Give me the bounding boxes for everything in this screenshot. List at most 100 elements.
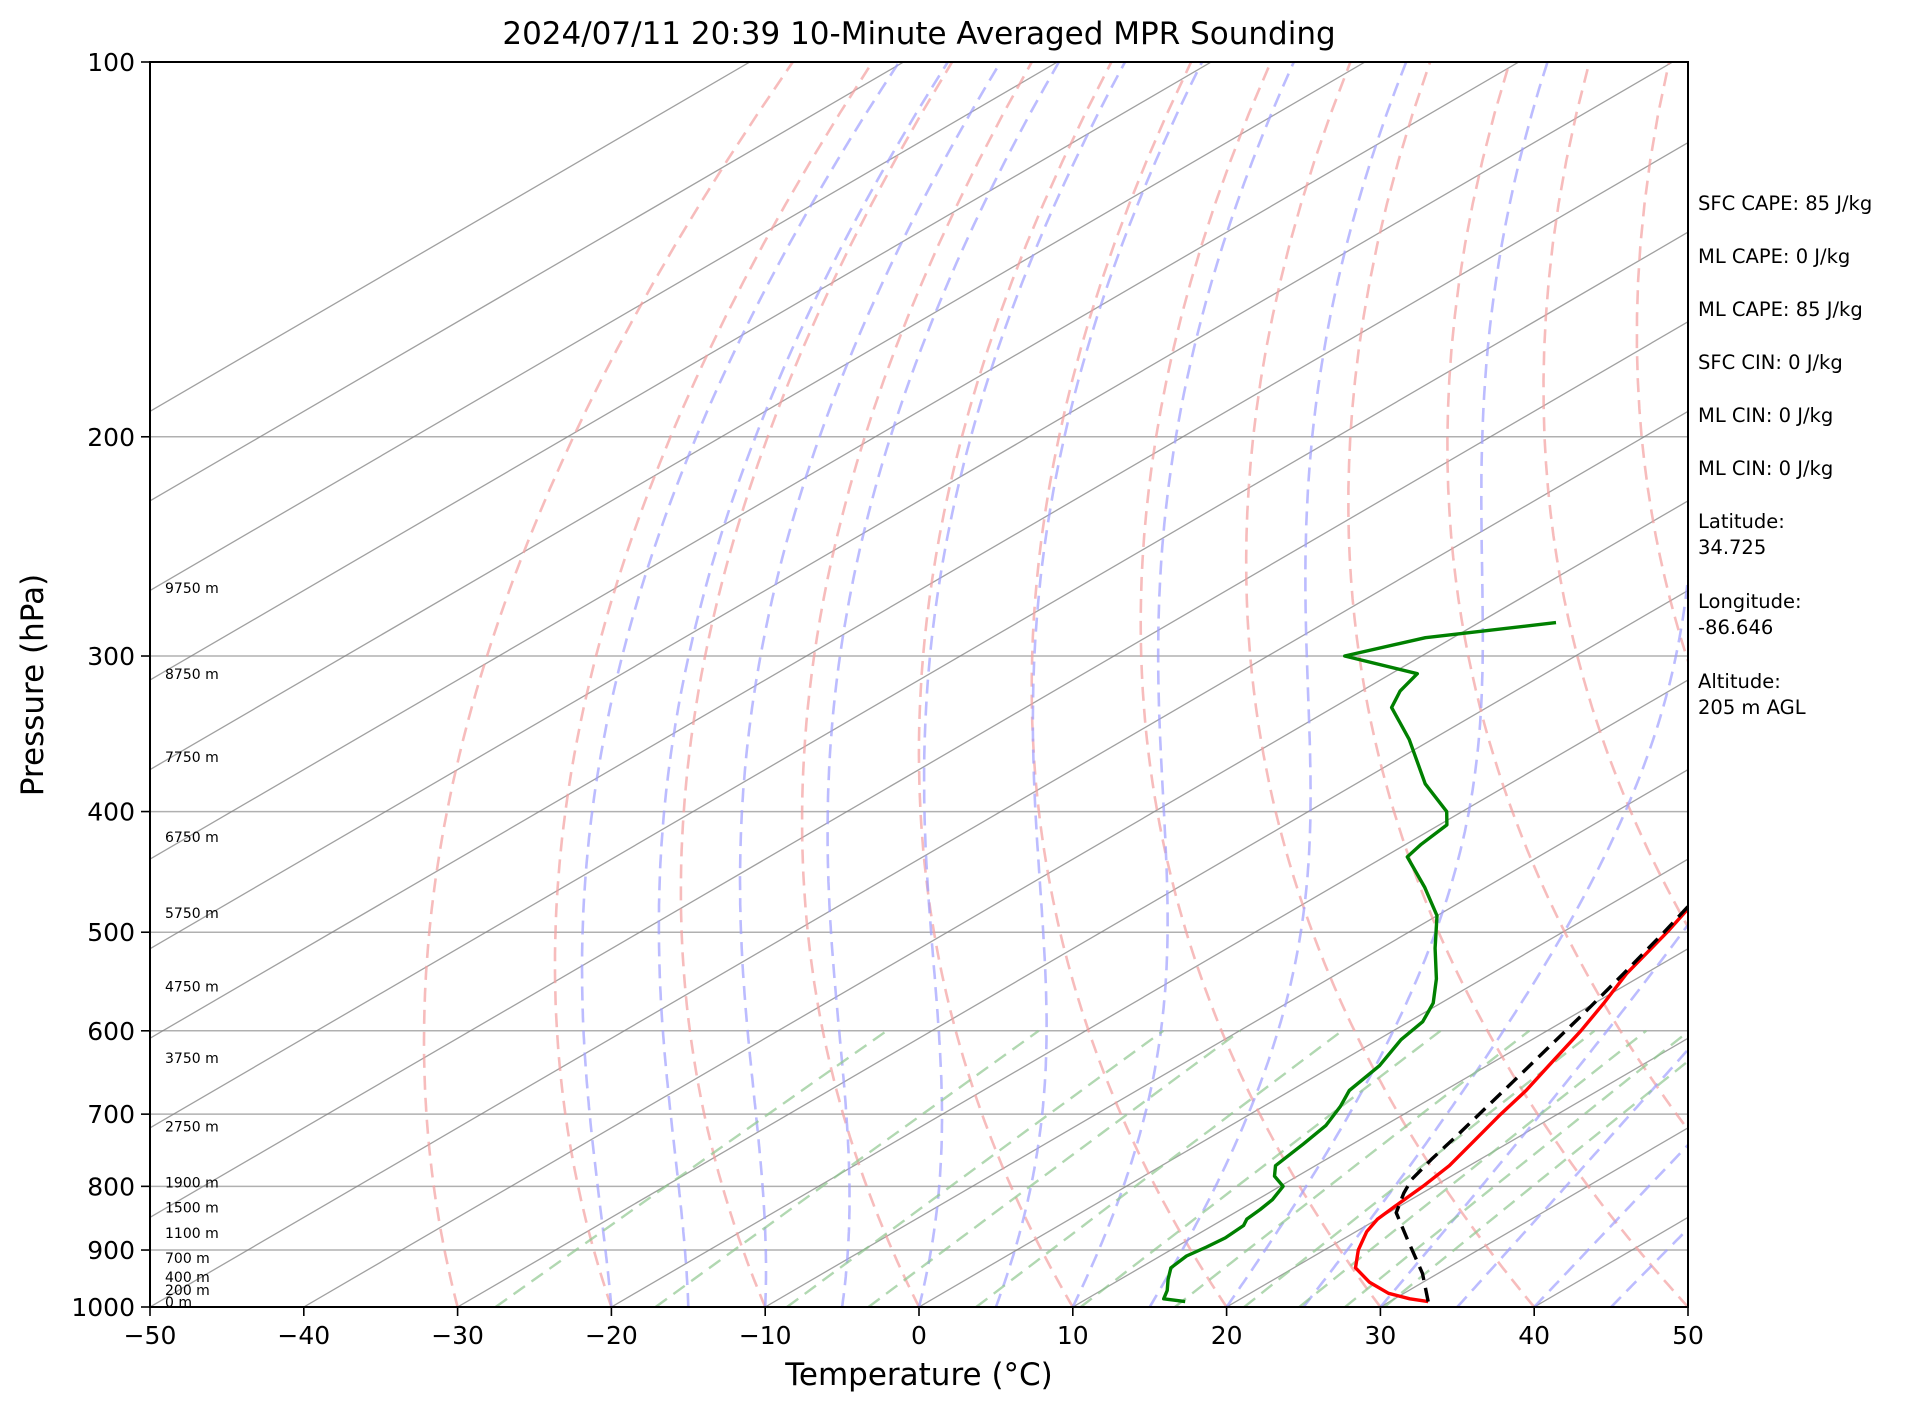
moist-adiabat bbox=[738, 62, 1002, 1307]
dry-adiabat bbox=[917, 62, 1113, 1307]
dry-adiabat bbox=[1244, 62, 1536, 1307]
isotherm-gridline bbox=[150, 410, 1688, 1307]
height-label: 5750 m bbox=[165, 906, 219, 922]
isotherm-gridline bbox=[150, 62, 1366, 771]
x-tick-label: −10 bbox=[739, 1321, 792, 1350]
x-axis-title: Temperature (°C) bbox=[784, 1357, 1053, 1393]
height-label: 2750 m bbox=[165, 1120, 219, 1136]
stat-line: ML CAPE: 85 J/kg bbox=[1698, 298, 1863, 321]
isotherm-gridline bbox=[150, 320, 1688, 1219]
height-label: 1100 m bbox=[165, 1226, 219, 1242]
stat-text: Altitude: 205 m AGL bbox=[1698, 670, 1806, 719]
stat-line: Latitude: bbox=[1698, 510, 1785, 533]
dry-adiabat bbox=[1635, 62, 1688, 666]
stat-line: -86.646 bbox=[1698, 616, 1773, 639]
x-tick-label: 20 bbox=[1211, 1321, 1243, 1350]
height-label: 4750 m bbox=[165, 980, 219, 996]
sounding-stats-panel: SFC CAPE: 85 J/kg ML CAPE: 0 J/kg ML CAPE:… bbox=[1698, 192, 1872, 719]
temperature-profile bbox=[1353, 906, 1688, 1304]
y-tick-label: 300 bbox=[87, 642, 135, 671]
x-tick-label: 50 bbox=[1672, 1321, 1704, 1350]
isotherm-gridline bbox=[150, 141, 1688, 1040]
isotherm-gridline bbox=[457, 589, 1688, 1307]
moist-adiabat bbox=[1148, 62, 1408, 1307]
y-tick-label: 600 bbox=[87, 1017, 135, 1046]
height-label: 3750 m bbox=[165, 1051, 219, 1067]
dry-adiabat bbox=[1347, 62, 1688, 1307]
dry-adiabat bbox=[1139, 62, 1382, 1307]
y-tick-label: 100 bbox=[87, 48, 135, 77]
moist-adiabat bbox=[994, 62, 1204, 1307]
stat-text: ML CIN: 0 J/kg bbox=[1698, 404, 1833, 427]
y-tick-label: 900 bbox=[87, 1236, 135, 1265]
dry-adiabat bbox=[422, 62, 794, 1307]
mixing-ratio-lines bbox=[494, 1029, 1688, 1307]
height-label: 1500 m bbox=[165, 1201, 219, 1217]
isotherm-gridline bbox=[1072, 947, 1688, 1307]
height-label: 9750 m bbox=[165, 581, 219, 597]
dry-adiabat bbox=[679, 62, 954, 1307]
moist-adiabat bbox=[1456, 1047, 1688, 1307]
y-axis-ticks: 100 200 300 400 500 600 700 800 900 1000 bbox=[71, 48, 150, 1322]
mixing-ratio-line bbox=[1243, 1029, 1596, 1307]
moist-adiabat bbox=[826, 62, 1061, 1307]
x-tick-label: 40 bbox=[1518, 1321, 1550, 1350]
mixing-ratio-line bbox=[654, 1029, 1040, 1307]
chart-title: 2024/07/11 20:39 10-Minute Averaged MPR … bbox=[502, 16, 1335, 52]
isotherm-gridline bbox=[150, 62, 751, 413]
mixing-ratio-line bbox=[494, 1029, 888, 1307]
y-tick-label: 500 bbox=[87, 918, 135, 947]
height-label: 700 m bbox=[165, 1251, 210, 1267]
height-label: 200 m bbox=[165, 1283, 210, 1299]
mixing-ratio-line bbox=[975, 1029, 1343, 1307]
height-label: 6750 m bbox=[165, 830, 219, 846]
dry-adiabat bbox=[553, 62, 874, 1307]
dry-adiabat bbox=[1542, 62, 1688, 930]
skewed-isotherm-gridlines bbox=[150, 62, 1688, 1307]
stat-text: Longitude: -86.646 bbox=[1698, 590, 1802, 639]
isotherm-gridline bbox=[150, 62, 1520, 860]
height-label: 400 m bbox=[165, 1270, 210, 1286]
y-tick-label: 800 bbox=[87, 1172, 135, 1201]
y-tick-label: 700 bbox=[87, 1100, 135, 1129]
isotherm-gridline bbox=[1226, 1037, 1688, 1307]
stat-line: SFC CIN: 0 J/kg bbox=[1698, 351, 1843, 374]
plot-area bbox=[150, 62, 1688, 1307]
isobar-gridlines bbox=[150, 62, 1688, 1307]
isotherm-gridline bbox=[150, 62, 1673, 950]
isotherm-gridline bbox=[764, 768, 1688, 1307]
stat-line: Altitude: bbox=[1698, 670, 1781, 693]
moist-adiabat bbox=[1071, 62, 1295, 1307]
height-label: 0 m bbox=[165, 1295, 192, 1311]
dry-adiabat bbox=[800, 62, 1033, 1307]
stat-text: SFC CAPE: 85 J/kg bbox=[1698, 192, 1872, 215]
isotherm-gridline bbox=[611, 679, 1688, 1307]
y-tick-label: 400 bbox=[87, 798, 135, 827]
dewpoint-profile bbox=[1162, 620, 1557, 1304]
sounding-profiles bbox=[1162, 620, 1688, 1304]
stat-line: Longitude: bbox=[1698, 590, 1802, 613]
moist-adiabat bbox=[1302, 564, 1688, 1307]
stat-line: ML CAPE: 0 J/kg bbox=[1698, 245, 1850, 268]
x-axis-ticks: −50 −40 −30 −20 −10 0 10 20 30 40 50 bbox=[124, 1307, 1704, 1350]
dry-adiabat bbox=[1030, 62, 1228, 1307]
x-tick-label: 0 bbox=[911, 1321, 927, 1350]
moist-adiabat bbox=[1533, 1143, 1688, 1307]
x-tick-label: −40 bbox=[277, 1321, 330, 1350]
stat-line: SFC CAPE: 85 J/kg bbox=[1698, 192, 1872, 215]
moist-adiabat bbox=[657, 62, 949, 1307]
stat-text: ML CAPE: 0 J/kg bbox=[1698, 245, 1850, 268]
moist-adiabat bbox=[1225, 62, 1549, 1307]
mixing-ratio-line bbox=[867, 1029, 1242, 1307]
x-tick-label: −50 bbox=[124, 1321, 177, 1350]
y-axis-title: Pressure (hPa) bbox=[15, 574, 51, 796]
height-label: 8750 m bbox=[165, 667, 219, 683]
y-tick-label: 1000 bbox=[71, 1293, 135, 1322]
height-label: 1900 m bbox=[165, 1176, 219, 1192]
mixing-ratio-line bbox=[786, 1029, 1165, 1307]
stat-line: ML CIN: 0 J/kg bbox=[1698, 457, 1833, 480]
x-tick-label: 30 bbox=[1364, 1321, 1396, 1350]
